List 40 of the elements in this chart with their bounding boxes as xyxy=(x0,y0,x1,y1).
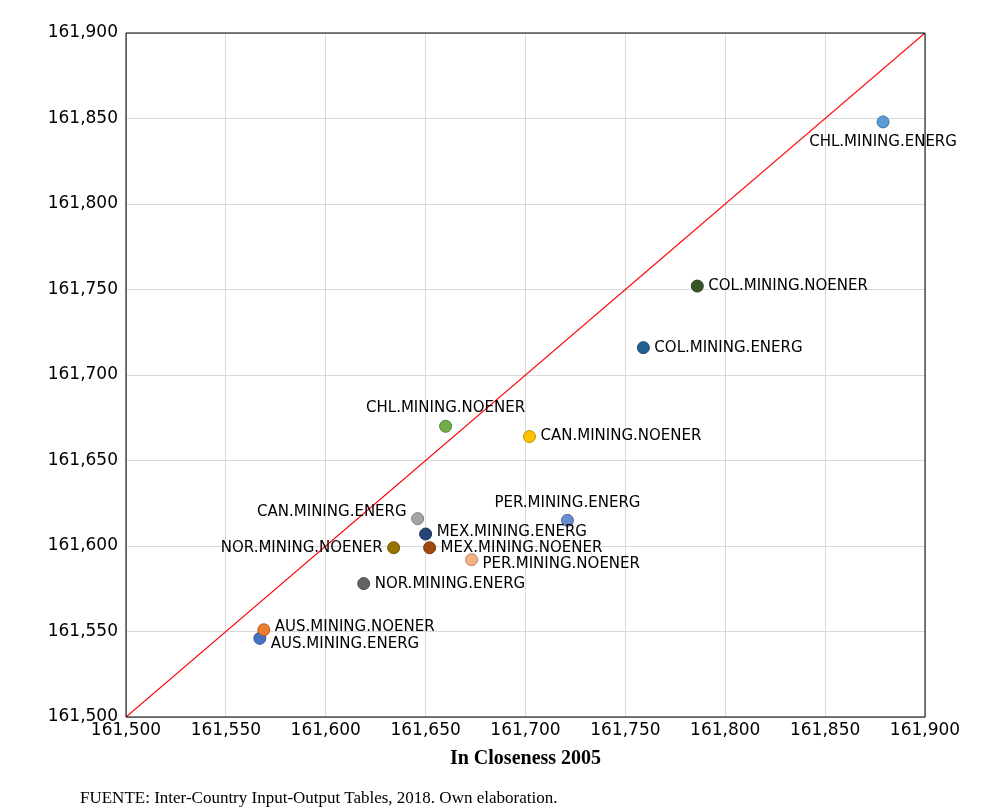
x-tick-label: 161,750 xyxy=(590,718,661,739)
series-label: MEX.MINING.ENERG xyxy=(436,521,587,540)
x-tick-label: 161,850 xyxy=(789,718,861,739)
y-tick-label: 161,650 xyxy=(47,448,118,469)
point xyxy=(876,115,890,129)
point xyxy=(465,553,479,567)
y-tick-label: 161,550 xyxy=(47,619,118,640)
point xyxy=(411,512,425,526)
y-tick-label: 161,850 xyxy=(47,106,118,127)
series-label: COL.MINING.NOENER xyxy=(708,275,868,294)
x-axis-title: In Closeness 2005 xyxy=(449,746,602,769)
y-tick-label: 161,800 xyxy=(47,192,118,213)
point xyxy=(423,541,437,555)
point xyxy=(636,341,650,355)
series-label: PER.MINING.NOENER xyxy=(482,553,641,572)
y-tick-label: 161,700 xyxy=(47,363,118,384)
point xyxy=(419,527,433,541)
point xyxy=(387,541,401,555)
point xyxy=(690,279,704,293)
y-tick-label: 161,750 xyxy=(47,277,118,298)
series-label: NOR.MINING.ENERG xyxy=(374,573,526,592)
y-tick-label: 161,900 xyxy=(47,21,118,42)
series-label: CAN.MINING.NOENER xyxy=(540,426,702,445)
x-tick-label: 161,650 xyxy=(390,718,461,739)
series-label: AUS.MINING.NOENER xyxy=(274,616,435,635)
y-tick-label: 161,600 xyxy=(47,534,118,555)
series-label: AUS.MINING.ENERG xyxy=(270,634,420,653)
series-label: PER.MINING.ENERG xyxy=(494,493,641,512)
point xyxy=(257,623,271,637)
source-note: FUENTE: Inter-Country Input-Output Tables, 2018. Own elaboration. xyxy=(80,788,558,807)
point xyxy=(523,430,536,444)
x-tick-label: 161,700 xyxy=(490,718,561,739)
series-label: MEX.MINING.NOENER xyxy=(440,537,603,556)
x-tick-label: 161,900 xyxy=(889,718,961,739)
point xyxy=(357,577,371,591)
series-label: COL.MINING.ENERG xyxy=(654,337,803,356)
x-tick-label: 161,800 xyxy=(690,718,761,739)
point xyxy=(439,419,453,433)
x-tick-label: 161,550 xyxy=(190,718,262,739)
x-tick-label: 161,600 xyxy=(290,718,361,739)
